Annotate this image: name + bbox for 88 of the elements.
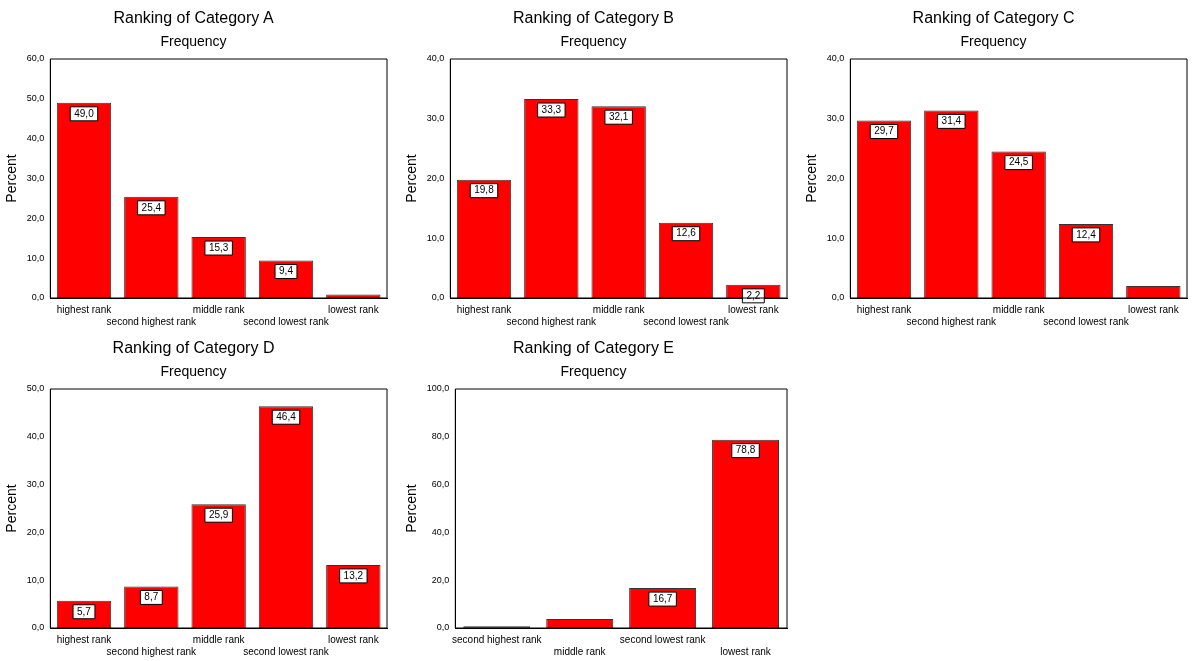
y-axis-title: Percent — [403, 154, 420, 203]
y-tick-label: 60,0 — [26, 53, 45, 64]
x-tick-label: second highest rank — [506, 315, 598, 327]
y-tick-label: 50,0 — [26, 93, 45, 104]
y-axis-title: Percent — [3, 154, 20, 203]
data-label: 2,2 — [746, 289, 761, 301]
y-tick-label: 20,0 — [26, 526, 45, 537]
y-tick-label: 0,0 — [436, 622, 450, 633]
y-tick-label: 50,0 — [26, 383, 45, 394]
y-tick-label: 30,0 — [826, 113, 845, 124]
x-tick-label: second lowest rank — [619, 633, 707, 645]
x-tick-label: lowest rank — [328, 303, 380, 315]
chart-subtitle: Frequency — [560, 363, 627, 380]
y-tick-label: 30,0 — [26, 172, 45, 183]
y-axis-title: Percent — [403, 484, 420, 533]
x-tick-label: middle rank — [553, 645, 607, 657]
data-label: 33,3 — [541, 103, 562, 115]
y-axis-title: Percent — [803, 154, 820, 203]
y-tick-label: 0,0 — [31, 292, 45, 303]
chart-title: Ranking of Category B — [513, 9, 674, 27]
y-tick-label: 60,0 — [431, 479, 450, 490]
data-label: 19,8 — [474, 184, 495, 196]
data-label: 13,2 — [343, 569, 364, 581]
chart-subtitle: Frequency — [160, 363, 227, 380]
data-label: 12,6 — [676, 227, 697, 239]
y-tick-label: 100,0 — [426, 383, 450, 394]
data-label: 46,4 — [276, 410, 297, 422]
data-label: 32,1 — [608, 110, 629, 122]
x-tick-label: highest rank — [56, 303, 113, 315]
x-tick-label: highest rank — [856, 303, 913, 315]
data-label: 8,7 — [144, 591, 159, 603]
x-tick-label: lowest rank — [328, 633, 380, 645]
y-tick-label: 0,0 — [31, 622, 45, 633]
data-label: 25,4 — [141, 201, 162, 213]
x-tick-label: second lowest rank — [243, 315, 330, 327]
y-tick-label: 10,0 — [26, 252, 45, 263]
y-axis-title: Percent — [3, 484, 20, 533]
x-tick-label: second lowest rank — [243, 645, 330, 657]
x-tick-label: lowest rank — [1128, 303, 1180, 315]
x-tick-label: second highest rank — [106, 645, 198, 657]
x-tick-label: lowest rank — [720, 645, 772, 657]
x-tick-label: highest rank — [456, 303, 513, 315]
chart-subtitle: Frequency — [160, 33, 227, 50]
x-tick-label: second highest rank — [106, 315, 198, 327]
data-label: 31,4 — [941, 115, 962, 127]
chart-title: Ranking of Category D — [112, 339, 275, 357]
data-label: 16,7 — [652, 592, 673, 604]
x-tick-label: highest rank — [56, 633, 113, 645]
y-tick-label: 80,0 — [431, 431, 450, 442]
y-tick-label: 10,0 — [826, 232, 845, 243]
x-tick-label: middle rank — [992, 303, 1046, 315]
x-tick-label: second highest rank — [906, 315, 998, 327]
y-tick-label: 20,0 — [431, 574, 450, 585]
x-tick-label: middle rank — [592, 303, 646, 315]
y-tick-label: 40,0 — [826, 53, 845, 64]
y-tick-label: 10,0 — [426, 232, 445, 243]
y-tick-label: 20,0 — [26, 212, 45, 223]
x-tick-label: middle rank — [192, 633, 246, 645]
y-tick-label: 20,0 — [426, 172, 445, 183]
x-tick-label: second lowest rank — [643, 315, 730, 327]
chart-subtitle: Frequency — [560, 33, 627, 50]
chart-subtitle: Frequency — [960, 33, 1027, 50]
chart-title: Ranking of Category E — [513, 339, 674, 357]
y-tick-label: 40,0 — [431, 526, 450, 537]
y-tick-label: 0,0 — [431, 292, 445, 303]
y-tick-label: 40,0 — [426, 53, 445, 64]
x-tick-label: second lowest rank — [1043, 315, 1130, 327]
data-label: 29,7 — [874, 125, 895, 137]
data-label: 12,4 — [1076, 228, 1097, 240]
chart-title: Ranking of Category C — [912, 9, 1075, 27]
data-label: 49,0 — [74, 107, 95, 119]
x-tick-label: lowest rank — [728, 303, 780, 315]
data-label: 25,9 — [208, 508, 229, 520]
data-label: 78,8 — [735, 444, 756, 456]
data-label: 24,5 — [1008, 156, 1029, 168]
y-tick-label: 40,0 — [26, 431, 45, 442]
y-tick-label: 10,0 — [26, 574, 45, 585]
y-tick-label: 40,0 — [26, 133, 45, 144]
y-tick-label: 30,0 — [426, 113, 445, 124]
data-label: 15,3 — [208, 241, 229, 253]
data-label: 5,7 — [77, 605, 92, 617]
y-tick-label: 30,0 — [26, 479, 45, 490]
y-tick-label: 0,0 — [831, 292, 845, 303]
x-tick-label: second highest rank — [452, 633, 543, 645]
x-tick-label: middle rank — [192, 303, 246, 315]
chart-title: Ranking of Category A — [113, 9, 274, 27]
data-label: 9,4 — [279, 265, 294, 277]
y-tick-label: 20,0 — [826, 172, 845, 183]
